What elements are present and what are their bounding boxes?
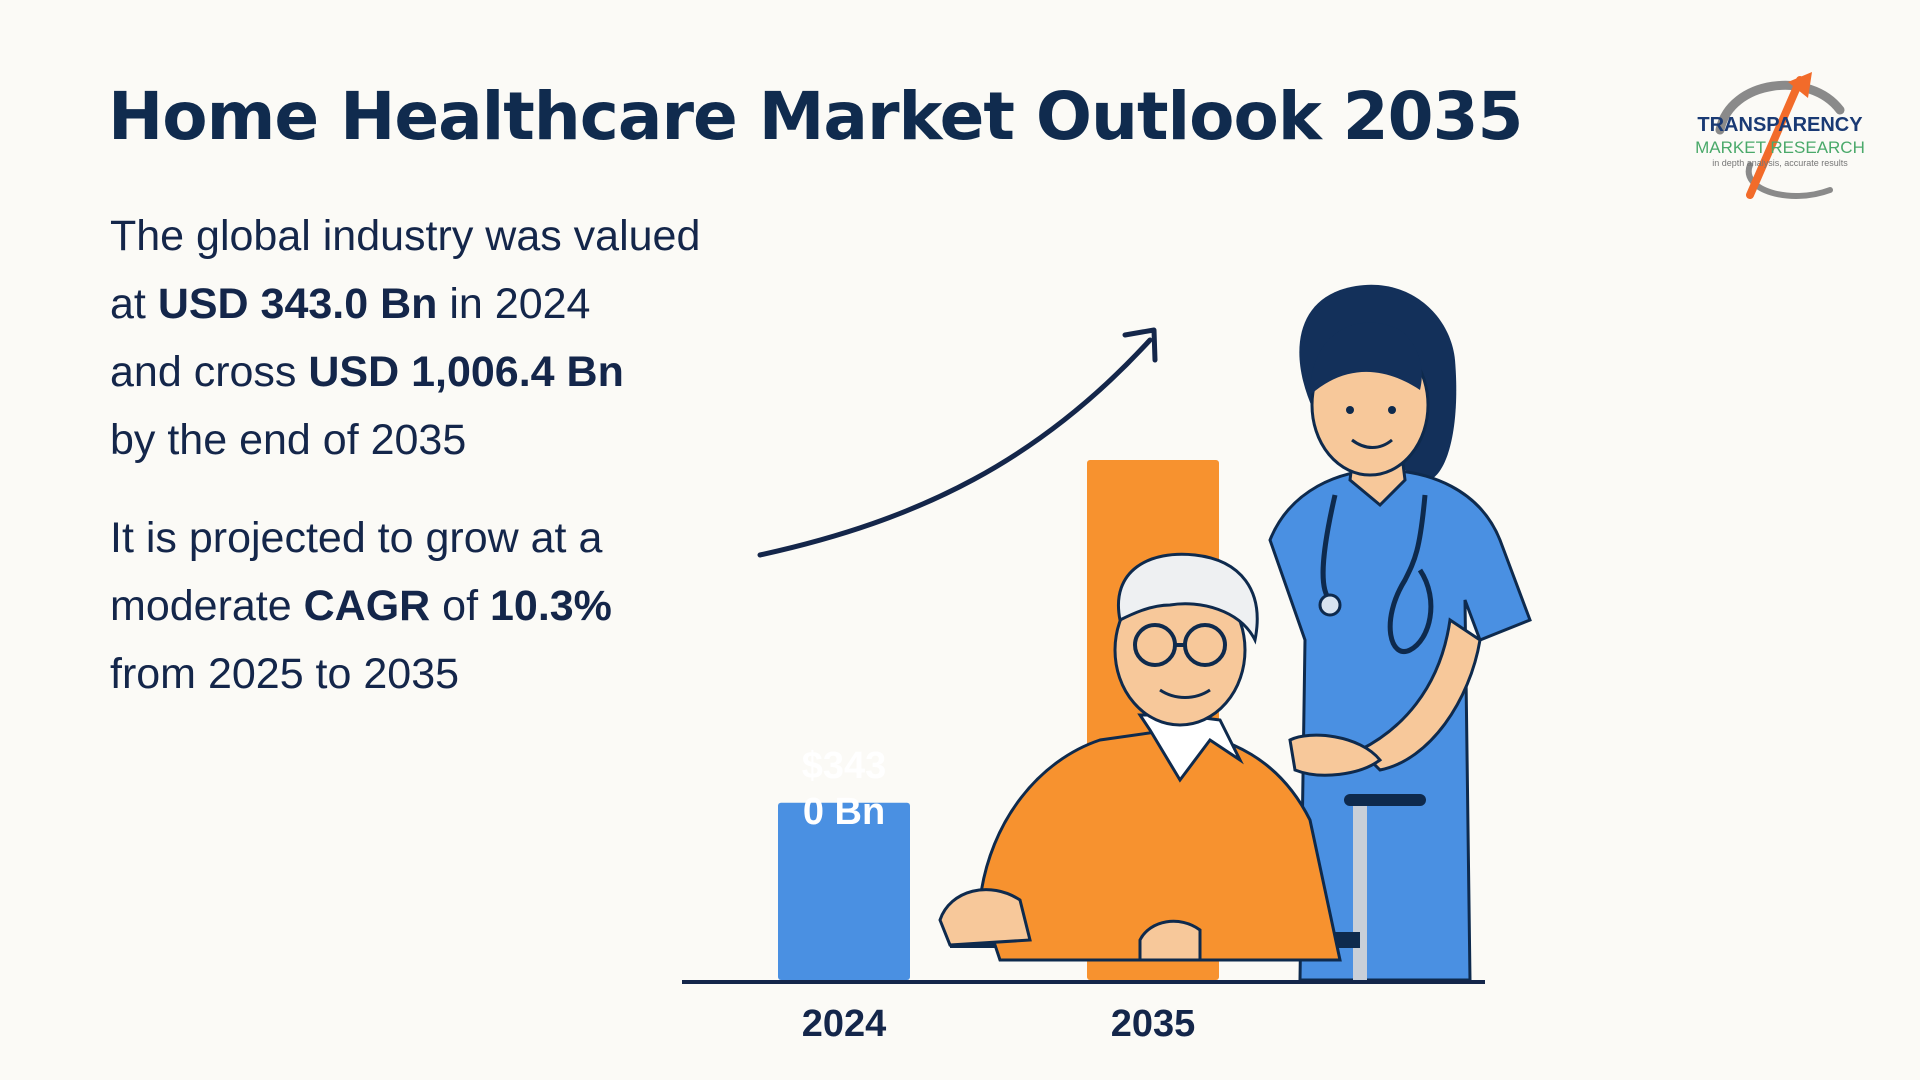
cagr-value: 10.3% bbox=[489, 582, 612, 630]
growth-line-3: from 2025 to 2035 bbox=[110, 650, 460, 698]
x-tick-label-2035: 2035 bbox=[1111, 1003, 1196, 1045]
logo-swoosh-icon bbox=[1715, 72, 1845, 199]
value-2024: USD 343.0 Bn bbox=[157, 280, 438, 328]
company-logo: TRANSPARENCY MARKET RESEARCH in depth an… bbox=[1680, 70, 1880, 205]
labels-group: 2024 $343 0 Bn 2035 bbox=[802, 745, 1196, 1045]
growth-paragraph: It is projected to grow at a moderate CA… bbox=[110, 504, 612, 708]
valuation-line-1: The global industry was valued bbox=[110, 212, 701, 260]
cagr-label: CAGR bbox=[303, 582, 431, 630]
x-tick-label-2024: 2024 bbox=[802, 1003, 887, 1045]
data-label-2024: $343 0 Bn bbox=[802, 745, 887, 833]
valuation-paragraph: The global industry was valued at USD 34… bbox=[110, 202, 700, 474]
value-2035: USD 1,006.4 Bn bbox=[308, 348, 624, 396]
logo-tagline: in depth analysis, accurate results bbox=[1712, 158, 1848, 168]
valuation-line-2: at USD 343.0 Bn in 2024 bbox=[110, 280, 591, 328]
bar-2024 bbox=[778, 802, 910, 980]
logo-text-primary: TRANSPARENCY bbox=[1697, 114, 1863, 136]
caregiver-illustration bbox=[938, 284, 1532, 982]
page-title: Home Healthcare Market Outlook 2035 bbox=[108, 78, 1523, 155]
logo-text-secondary: MARKET RESEARCH bbox=[1695, 138, 1865, 157]
valuation-line-3: and cross USD 1,006.4 Bn bbox=[110, 348, 624, 396]
growth-line-1: It is projected to grow at a bbox=[110, 514, 603, 562]
trend-arrowhead-icon bbox=[1122, 327, 1158, 363]
valuation-line-4: by the end of 2035 bbox=[110, 416, 467, 464]
growth-line-2: moderate CAGR of 10.3% bbox=[110, 582, 612, 630]
trend-arrow bbox=[757, 337, 1153, 558]
